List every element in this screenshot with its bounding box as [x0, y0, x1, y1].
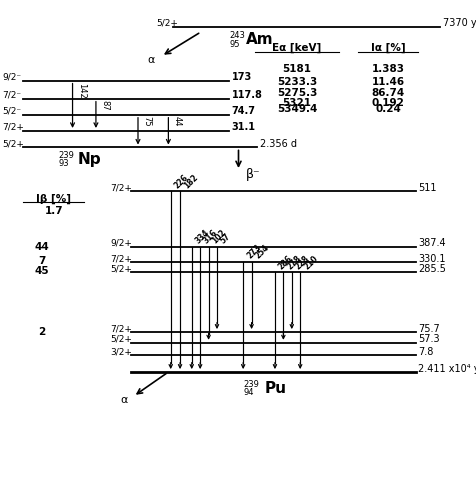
Text: 334: 334 [193, 228, 211, 245]
Text: 2.356 d: 2.356 d [259, 139, 296, 149]
Text: β⁻: β⁻ [245, 168, 259, 181]
Text: Np: Np [77, 152, 100, 167]
Text: 387.4: 387.4 [417, 238, 445, 248]
Text: 0.192: 0.192 [371, 98, 404, 108]
Text: 5233.3: 5233.3 [276, 77, 317, 87]
Text: 44: 44 [35, 242, 50, 251]
Text: 5/2+: 5/2+ [110, 264, 131, 273]
Text: 74.7: 74.7 [231, 107, 255, 117]
Text: 5/2+: 5/2+ [2, 139, 24, 148]
Text: 7/2+: 7/2+ [2, 123, 24, 132]
Text: 5/2+: 5/2+ [156, 18, 178, 27]
Text: 226: 226 [172, 172, 190, 190]
Text: 2.411 x10⁴ y: 2.411 x10⁴ y [417, 364, 476, 374]
Text: 94: 94 [243, 388, 253, 397]
Text: 7370 y: 7370 y [442, 18, 476, 28]
Text: 87: 87 [100, 100, 109, 111]
Text: α: α [147, 55, 154, 65]
Text: 182: 182 [181, 172, 199, 190]
Text: Pu: Pu [264, 381, 286, 396]
Text: 511: 511 [417, 183, 436, 193]
Text: 142: 142 [77, 83, 86, 99]
Text: 5/2⁻: 5/2⁻ [2, 107, 21, 116]
Text: 95: 95 [228, 39, 239, 48]
Text: 75.7: 75.7 [417, 324, 439, 334]
Text: 278: 278 [285, 253, 302, 271]
Text: 173: 173 [231, 72, 251, 82]
Text: 31.1: 31.1 [231, 123, 255, 132]
Text: 7.8: 7.8 [417, 347, 433, 357]
Text: 93: 93 [59, 159, 69, 168]
Text: 57.3: 57.3 [417, 334, 439, 344]
Text: 0.24: 0.24 [374, 105, 400, 115]
Text: 117.8: 117.8 [231, 90, 262, 100]
Text: 286: 286 [276, 253, 294, 271]
Text: Am: Am [245, 32, 273, 47]
Text: 7/2⁻: 7/2⁻ [2, 91, 21, 100]
Text: 5321: 5321 [282, 98, 311, 108]
Text: 210: 210 [301, 253, 319, 271]
Text: 330.1: 330.1 [417, 254, 445, 264]
Text: 254: 254 [253, 244, 270, 261]
Text: 11.46: 11.46 [371, 77, 404, 87]
Text: Iβ [%]: Iβ [%] [36, 194, 71, 204]
Text: 7/2+: 7/2+ [110, 324, 131, 333]
Text: Iα [%]: Iα [%] [370, 43, 405, 53]
Text: 7: 7 [39, 256, 46, 266]
Text: 102: 102 [210, 228, 228, 245]
Text: Eα [keV]: Eα [keV] [272, 43, 321, 53]
Text: α: α [120, 395, 128, 405]
Text: 273: 273 [245, 243, 262, 261]
Text: 1.7: 1.7 [44, 206, 63, 217]
Text: 9/2⁻: 9/2⁻ [2, 73, 21, 82]
Text: 243: 243 [228, 31, 245, 40]
Text: 2: 2 [39, 327, 46, 337]
Text: 57: 57 [218, 231, 232, 245]
Text: 5/2+: 5/2+ [110, 335, 131, 344]
Text: 44: 44 [172, 116, 181, 126]
Text: 1.383: 1.383 [371, 64, 404, 74]
Text: 75: 75 [142, 116, 151, 126]
Text: 5181: 5181 [282, 64, 311, 74]
Text: 228: 228 [293, 253, 311, 271]
Text: 9/2+: 9/2+ [110, 239, 131, 248]
Text: 5349.4: 5349.4 [276, 105, 317, 115]
Text: 239: 239 [243, 380, 258, 389]
Text: 5275.3: 5275.3 [276, 88, 317, 98]
Text: 239: 239 [59, 151, 74, 160]
Text: 3/2+: 3/2+ [110, 348, 131, 357]
Text: 45: 45 [35, 266, 50, 276]
Text: 7/2+: 7/2+ [110, 254, 131, 263]
Text: 316: 316 [202, 228, 219, 245]
Text: 285.5: 285.5 [417, 264, 446, 274]
Text: 86.74: 86.74 [371, 88, 404, 98]
Text: 7/2+: 7/2+ [110, 183, 131, 193]
